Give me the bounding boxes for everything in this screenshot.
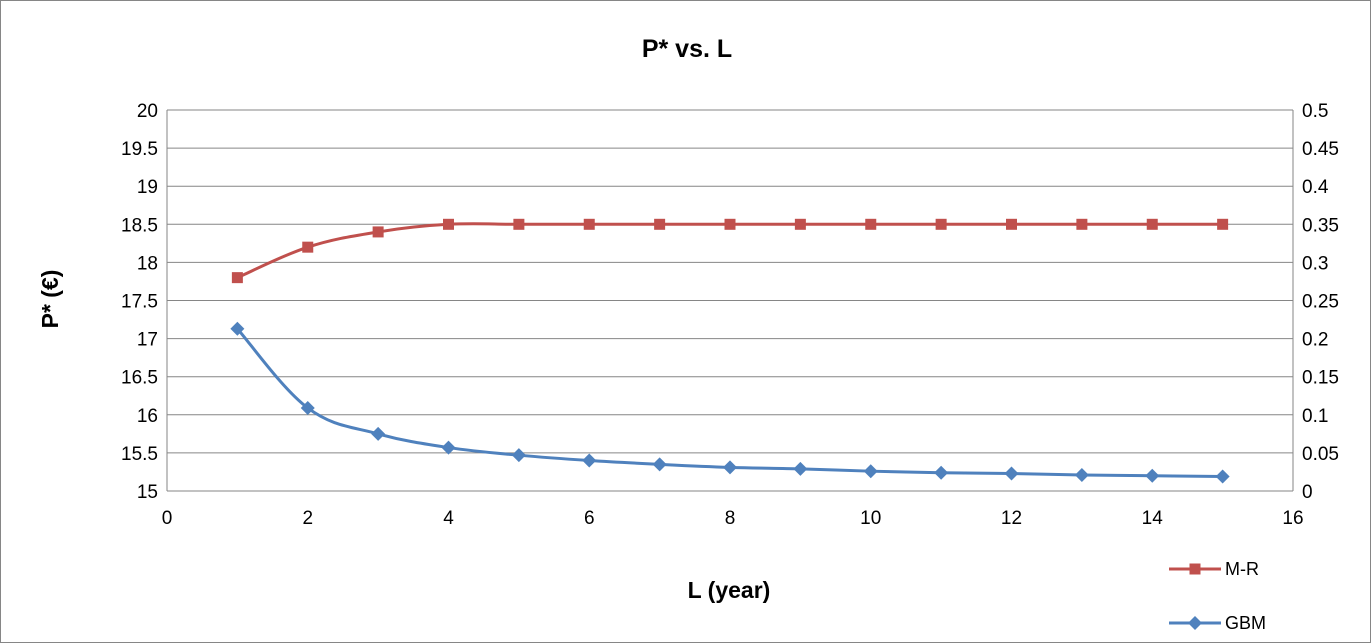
y-tick-label: 15.5 (121, 444, 158, 465)
y2-tick-label: 0.45 (1302, 139, 1339, 160)
data-point (1145, 468, 1160, 483)
y2-tick-label: 0.35 (1302, 215, 1339, 236)
data-point (1217, 218, 1229, 230)
x-tick-label: 0 (162, 508, 173, 529)
y2-tick-label: 0.5 (1302, 101, 1328, 122)
y-tick-label: 16.5 (121, 368, 158, 389)
data-point (441, 440, 456, 455)
data-point (230, 321, 245, 336)
data-point (1006, 218, 1017, 230)
data-point (1215, 469, 1230, 484)
data-point (372, 226, 384, 238)
legend-item-gbm: GBM (1169, 613, 1266, 633)
x-tick-label: 14 (1142, 508, 1164, 529)
data-point (582, 453, 597, 468)
x-tick-label: 16 (1282, 508, 1303, 529)
series-line-m-r (236, 222, 1223, 280)
y-tick-label: 19.5 (121, 139, 158, 160)
legend-label: M-R (1225, 559, 1259, 579)
y-tick-label: 16 (137, 406, 158, 427)
y2-tick-label: 0.15 (1302, 368, 1339, 389)
y-tick-label: 17 (137, 330, 158, 351)
data-point (1074, 467, 1089, 482)
legend-marker (1189, 563, 1201, 575)
x-axis-label: L (year) (688, 577, 771, 603)
x-tick-label: 2 (302, 508, 313, 529)
tick-labels: 1515.51616.51717.51818.51919.52000.050.1… (121, 101, 1339, 529)
gridlines (167, 109, 1293, 492)
axes (166, 110, 1294, 492)
x-tick-label: 6 (584, 508, 595, 529)
y2-tick-label: 0.05 (1302, 444, 1339, 465)
y2-tick-label: 0.3 (1302, 253, 1328, 274)
data-point (794, 218, 806, 230)
y2-tick-label: 0.25 (1302, 292, 1339, 313)
y-tick-label: 17.5 (121, 292, 158, 313)
x-tick-label: 4 (443, 508, 454, 529)
y-tick-label: 15 (137, 482, 158, 503)
data-point (654, 218, 666, 230)
data-point (724, 218, 736, 230)
x-tick-label: 10 (860, 508, 881, 529)
data-point (934, 465, 949, 480)
y2-tick-label: 0 (1302, 482, 1313, 503)
series (230, 218, 1230, 484)
y2-tick-label: 0.4 (1302, 177, 1329, 198)
legend-item-m-r: M-R (1169, 559, 1259, 579)
series-m-r (231, 218, 1229, 284)
data-point (1076, 218, 1088, 230)
data-point (723, 460, 737, 475)
data-point (371, 426, 386, 441)
data-point (863, 464, 878, 479)
legend-label: GBM (1225, 613, 1266, 633)
x-tick-label: 12 (1001, 508, 1022, 529)
y-tick-label: 20 (137, 101, 158, 122)
data-point (865, 218, 877, 230)
y-tick-label: 18.5 (121, 215, 158, 236)
data-point (1004, 466, 1019, 481)
data-point (300, 400, 315, 415)
y2-tick-label: 0.1 (1302, 406, 1328, 427)
y-tick-label: 19 (137, 177, 158, 198)
y-axis-label: P* (€) (37, 270, 63, 329)
data-point (443, 218, 454, 230)
y-tick-label: 18 (137, 253, 158, 274)
data-point (583, 218, 595, 230)
data-point (1146, 218, 1158, 230)
data-point (513, 218, 525, 230)
series-gbm (230, 321, 1230, 484)
data-point (793, 461, 808, 476)
legend-marker (1188, 616, 1202, 630)
series-line-gbm (236, 327, 1223, 479)
data-point (935, 218, 947, 230)
y2-tick-label: 0.2 (1302, 330, 1328, 351)
data-point (231, 272, 243, 284)
data-point (511, 448, 526, 463)
chart-title: P* vs. L (642, 35, 732, 63)
legend: M-R GBM (1169, 559, 1266, 633)
x-tick-label: 8 (725, 508, 736, 529)
data-point (652, 457, 667, 472)
data-point (302, 241, 314, 253)
